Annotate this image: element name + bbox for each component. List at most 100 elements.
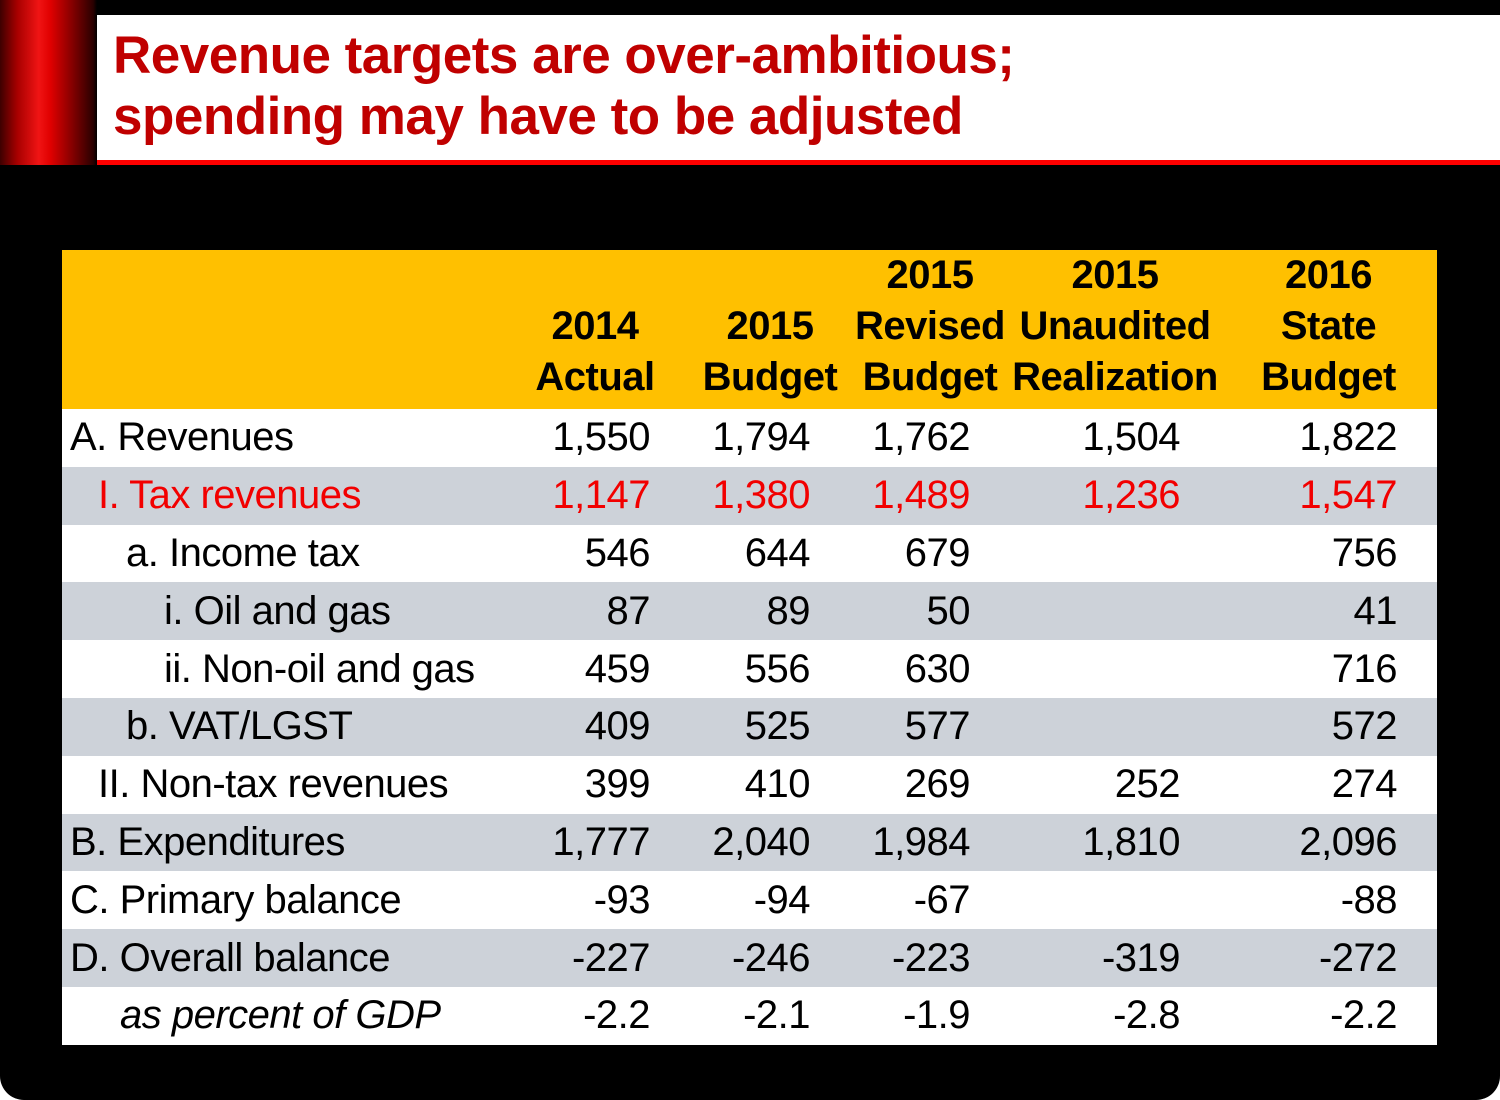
cell-value: -246 [690, 929, 850, 987]
cell-value: -67 [850, 871, 1010, 930]
col-header-line: Revised [855, 304, 1005, 348]
cell-value: 409 [500, 697, 690, 756]
cell-value: 2,096 [1220, 813, 1437, 872]
cell-value: 572 [1220, 697, 1437, 756]
cell-value: 269 [850, 755, 1010, 814]
red-gradient-bar [0, 0, 97, 165]
cell-value: 577 [850, 697, 1010, 756]
cell-value [1010, 524, 1220, 583]
cell-value: 89 [690, 582, 850, 641]
row-label: II. Non-tax revenues [62, 755, 500, 814]
row-label: A. Revenues [62, 409, 500, 467]
cell-value: 756 [1220, 524, 1437, 583]
cell-value: 716 [1220, 640, 1437, 698]
row-non-oil-and-gas: ii. Non-oil and gas 459 556 630 716 [62, 640, 1437, 698]
row-label: B. Expenditures [62, 813, 500, 872]
cell-value: 1,547 [1220, 466, 1437, 525]
row-income-tax: a. Income tax 546 644 679 756 [62, 524, 1437, 583]
cell-value: -2.8 [1010, 986, 1220, 1045]
row-d-overall-balance: D. Overall balance -227 -246 -223 -319 -… [62, 929, 1437, 987]
col-header-2015-unaudited-realization: 2015 Unaudited Realization [1010, 250, 1220, 409]
cell-value: -2.1 [690, 986, 850, 1045]
cell-value [1010, 697, 1220, 756]
row-label: I. Tax revenues [62, 466, 500, 525]
cell-value: 2,040 [690, 813, 850, 872]
cell-value [1010, 871, 1220, 930]
row-label: as percent of GDP [62, 986, 500, 1045]
col-header-empty [62, 250, 500, 409]
cell-value: 644 [690, 524, 850, 583]
cell-value: -227 [500, 929, 690, 987]
row-tax-revenues: I. Tax revenues 1,147 1,380 1,489 1,236 … [62, 466, 1437, 525]
cell-value [1010, 640, 1220, 698]
col-header-line: Budget [702, 355, 838, 399]
col-header-line: 2014 [551, 304, 639, 348]
cell-value: 556 [690, 640, 850, 698]
cell-value: 1,504 [1010, 409, 1220, 467]
cell-value: 50 [850, 582, 1010, 641]
col-header-line: Actual [535, 355, 655, 399]
cell-value: 1,810 [1010, 813, 1220, 872]
slide-title-line-1: Revenue targets are over-ambitious; [113, 26, 1015, 85]
cell-value: -94 [690, 871, 850, 930]
row-label: D. Overall balance [62, 929, 500, 987]
cell-value: -2.2 [500, 986, 690, 1045]
cell-value: 41 [1220, 582, 1437, 641]
cell-value: 1,984 [850, 813, 1010, 872]
title-band: Revenue targets are over-ambitious; spen… [0, 15, 1500, 163]
row-label: C. Primary balance [62, 871, 500, 930]
cell-value: 1,236 [1010, 466, 1220, 525]
col-header-line: State [1280, 304, 1377, 348]
cell-value: 87 [500, 582, 690, 641]
col-header-line: 2015 [726, 304, 814, 348]
cell-value: 1,550 [500, 409, 690, 467]
cell-value: -272 [1220, 929, 1437, 987]
cell-value: 1,794 [690, 409, 850, 467]
row-non-tax-revenues: II. Non-tax revenues 399 410 269 252 274 [62, 755, 1437, 814]
cell-value: 1,822 [1220, 409, 1437, 467]
budget-table: 2014 Actual 2015 Budget 2015 Revised Bud… [62, 250, 1437, 1045]
row-label: ii. Non-oil and gas [62, 640, 500, 698]
cell-value: 274 [1220, 755, 1437, 814]
cell-value: 252 [1010, 755, 1220, 814]
cell-value: 546 [500, 524, 690, 583]
row-b-expenditures: B. Expenditures 1,777 2,040 1,984 1,810 … [62, 813, 1437, 872]
cell-value: 679 [850, 524, 1010, 583]
cell-value: 630 [850, 640, 1010, 698]
col-header-line: Unaudited [1019, 304, 1211, 348]
cell-value: 459 [500, 640, 690, 698]
row-vat-lgst: b. VAT/LGST 409 525 577 572 [62, 697, 1437, 756]
cell-value: 1,380 [690, 466, 850, 525]
cell-value: -93 [500, 871, 690, 930]
col-header-line: 2015 [1071, 253, 1159, 297]
row-percent-of-gdp: as percent of GDP -2.2 -2.1 -1.9 -2.8 -2… [62, 986, 1437, 1045]
cell-value: 1,147 [500, 466, 690, 525]
table-header-row: 2014 Actual 2015 Budget 2015 Revised Bud… [62, 250, 1437, 409]
cell-value: -2.2 [1220, 986, 1437, 1045]
cell-value: -88 [1220, 871, 1437, 930]
row-a-revenues: A. Revenues 1,550 1,794 1,762 1,504 1,82… [62, 409, 1437, 467]
cell-value: 1,489 [850, 466, 1010, 525]
col-header-2016-state-budget: 2016 State Budget [1220, 250, 1437, 409]
cell-value: 1,762 [850, 409, 1010, 467]
slide-title: Revenue targets are over-ambitious; spen… [113, 25, 1015, 147]
col-header-line: Budget [1261, 355, 1396, 399]
cell-value: 525 [690, 697, 850, 756]
row-label: a. Income tax [62, 524, 500, 583]
row-c-primary-balance: C. Primary balance -93 -94 -67 -88 [62, 871, 1437, 930]
cell-value: 1,777 [500, 813, 690, 872]
col-header-2014-actual: 2014 Actual [500, 250, 690, 409]
cell-value: -1.9 [850, 986, 1010, 1045]
col-header-line: 2015 [886, 253, 974, 297]
row-label: i. Oil and gas [62, 582, 500, 641]
col-header-2015-revised-budget: 2015 Revised Budget [850, 250, 1010, 409]
cell-value: -319 [1010, 929, 1220, 987]
col-header-line: Realization [1012, 355, 1218, 399]
cell-value [1010, 582, 1220, 641]
slide-title-line-2: spending may have to be adjusted [113, 87, 963, 146]
red-divider-line [0, 160, 1500, 165]
row-oil-and-gas: i. Oil and gas 87 89 50 41 [62, 582, 1437, 641]
col-header-line: Budget [862, 355, 998, 399]
cell-value: 399 [500, 755, 690, 814]
